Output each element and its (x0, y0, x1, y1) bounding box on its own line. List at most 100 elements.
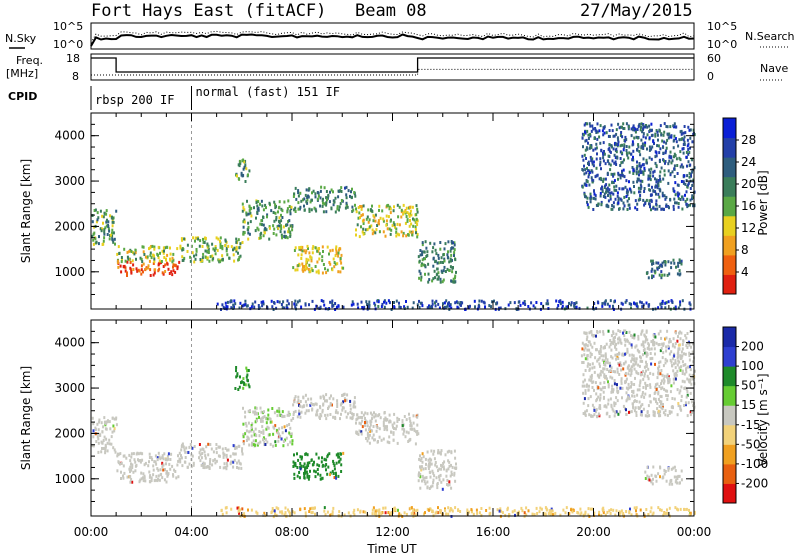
heatmap-cell (356, 302, 359, 306)
heatmap-cell (171, 256, 174, 260)
heatmap-cell (521, 509, 524, 513)
power-yaxis-label: Slant Range [km] (19, 159, 33, 263)
heatmap-cell (684, 131, 687, 135)
heatmap-cell (355, 421, 357, 425)
heatmap-cell (650, 129, 653, 133)
heatmap-cell (591, 345, 594, 349)
heatmap-cell (654, 190, 657, 194)
heatmap-cell (352, 511, 355, 515)
heatmap-cell (340, 470, 343, 473)
heatmap-cell (294, 461, 297, 465)
heatmap-cell (401, 427, 404, 431)
heatmap-cell (276, 409, 279, 413)
heatmap-cell (627, 372, 630, 376)
heatmap-cell (143, 463, 146, 467)
heatmap-cell (284, 429, 287, 433)
heatmap-cell (195, 248, 198, 251)
heatmap-cell (585, 183, 588, 187)
heatmap-cell (499, 507, 502, 511)
heatmap-cell (678, 258, 681, 262)
heatmap-cell (595, 392, 598, 396)
heatmap-cell (687, 341, 689, 345)
heatmap-cell (300, 464, 303, 468)
heatmap-cell (272, 211, 275, 214)
heatmap-cell (666, 125, 669, 129)
heatmap-cell (678, 156, 681, 160)
heatmap-cell (318, 257, 321, 261)
heatmap-cell (590, 373, 593, 377)
heatmap-cell (675, 157, 678, 161)
heatmap-cell (419, 249, 422, 252)
heatmap-cell (419, 454, 421, 458)
heatmap-cell (654, 335, 657, 339)
heatmap-cell (617, 337, 619, 341)
noise-search-label: N.Search (745, 30, 795, 43)
heatmap-cell (437, 261, 440, 265)
heatmap-cell (207, 247, 210, 251)
heatmap-cell (105, 209, 108, 213)
heatmap-cell (159, 251, 161, 255)
heatmap-cell (616, 386, 619, 390)
heatmap-cell (360, 430, 363, 434)
heatmap-cell (676, 369, 679, 373)
heatmap-cell (658, 129, 661, 133)
heatmap-cell (153, 479, 156, 483)
heatmap-cell (677, 264, 680, 268)
heatmap-cell (677, 359, 680, 363)
heatmap-cell (298, 263, 301, 267)
heatmap-cell (667, 468, 670, 472)
heatmap-cell (102, 439, 105, 442)
heatmap-cell (219, 236, 222, 240)
heatmap-cell (179, 246, 182, 250)
heatmap-cell (189, 443, 192, 446)
heatmap-cell (260, 410, 263, 414)
heatmap-cell (630, 152, 633, 156)
heatmap-cell (261, 223, 263, 227)
heatmap-cell (688, 373, 691, 377)
heatmap-cell (602, 159, 605, 163)
heatmap-cell (366, 424, 369, 428)
heatmap-cell (325, 210, 328, 214)
heatmap-cell (356, 223, 359, 227)
colorbar-tick-label: -200 (741, 476, 768, 490)
heatmap-cell (587, 141, 589, 145)
heatmap-cell (582, 412, 585, 415)
heatmap-cell (651, 274, 653, 278)
heatmap-cell (688, 175, 691, 179)
heatmap-cell (362, 510, 365, 514)
heatmap-cell (275, 215, 278, 219)
heatmap-cell (194, 257, 197, 261)
heatmap-cell (325, 201, 328, 205)
heatmap-cell (651, 185, 653, 189)
heatmap-cell (239, 254, 242, 258)
heatmap-cell (648, 168, 651, 172)
heatmap-cell (614, 353, 617, 357)
heatmap-cell (441, 487, 444, 491)
heatmap-cell (204, 456, 207, 460)
heatmap-cell (370, 429, 373, 433)
heatmap-cell (679, 303, 682, 307)
heatmap-cell (657, 371, 660, 375)
colorbar-swatch (723, 385, 736, 406)
heatmap-cell (387, 299, 390, 303)
heatmap-cell (517, 300, 520, 304)
heatmap-cell (184, 450, 187, 454)
heatmap-cell (643, 372, 646, 376)
heatmap-cell (450, 306, 453, 310)
colorbar-swatch (723, 444, 736, 465)
heatmap-cell (291, 510, 294, 514)
heatmap-cell (683, 380, 686, 384)
heatmap-cell (206, 256, 209, 260)
heatmap-cell (627, 156, 630, 160)
heatmap-cell (685, 507, 688, 511)
heatmap-cell (403, 305, 406, 309)
heatmap-cell (496, 508, 499, 512)
heatmap-cell (624, 339, 627, 343)
heatmap-cell (235, 245, 238, 249)
heatmap-cell (200, 463, 203, 467)
heatmap-cell (659, 414, 662, 418)
heatmap-cell (314, 512, 316, 516)
heatmap-cell (273, 227, 276, 231)
heatmap-cell (638, 197, 641, 201)
heatmap-cell (394, 225, 396, 229)
